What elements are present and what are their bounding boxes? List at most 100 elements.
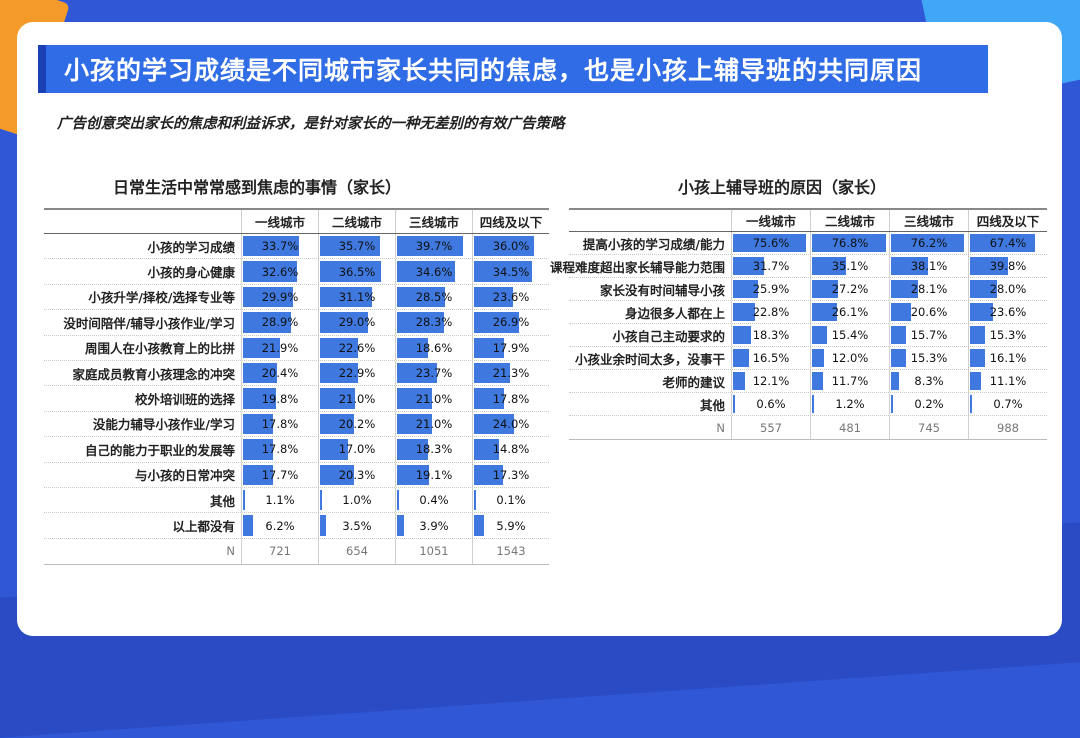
data-label: 28.3% [415,315,453,330]
data-bar [891,280,919,298]
data-bar [812,303,838,321]
data-label: 6.2% [265,518,295,533]
data-cell: 25.9% [731,278,810,300]
data-cell: 21.0% [318,386,395,411]
data-cell: 28.0% [968,278,1047,300]
data-bar [320,261,381,282]
column-header: 二线城市 [318,210,395,233]
data-label: 18.6% [415,340,453,355]
data-cell: 0.2% [889,393,968,415]
data-cell: 28.5% [395,284,472,310]
data-bar [397,236,464,257]
data-cell: 21.0% [395,386,472,411]
data-bar [733,372,745,390]
data-cell: 5.9% [472,513,549,538]
data-label: 23.6% [492,289,530,304]
data-bar [812,349,824,367]
data-label: 75.6% [752,236,790,250]
data-cell: 18.6% [395,335,472,360]
data-bar [397,515,404,536]
data-label: 15.3% [910,351,948,365]
data-cell: 18.3% [731,324,810,346]
data-cell: 33.7% [241,234,318,259]
data-label: 22.8% [752,305,790,319]
data-cell: 21.3% [472,361,549,386]
row-label: 周围人在小孩教育上的比拼 [84,341,235,357]
title-bar: 小孩的学习成绩是不同城市家长共同的焦虑，也是小孩上辅导班的共同原因 [38,45,988,93]
table-row: 小孩升学/择校/选择专业等 29.9% 31.1% 28.5% 23.6% [44,284,549,311]
data-label: 23.6% [989,305,1027,319]
row-label: 家庭成员教育小孩理念的冲突 [72,366,235,382]
data-bar [243,337,280,358]
data-cell: 8.3% [889,370,968,392]
data-label: 76.2% [910,236,948,250]
data-bar [397,413,432,435]
data-bar [733,349,749,367]
data-label: 20.2% [338,416,376,431]
row-label: 家长没有时间辅导小孩 [599,282,725,298]
data-cell: 28.3% [395,310,472,335]
data-label: 1.2% [835,397,865,411]
data-label: 11.1% [989,374,1027,388]
data-cell: 0.7% [968,393,1047,415]
data-label: 21.0% [338,391,376,406]
data-bar [320,490,322,511]
data-cell: 18.3% [395,437,472,462]
data-label: 17.8% [261,416,299,431]
data-cell: 12.1% [731,370,810,392]
data-cell: 17.7% [241,462,318,487]
data-bar [474,490,476,511]
row-label: 自己的能力于职业的发展等 [84,442,235,458]
data-bar [474,439,499,460]
row-label: 其他 [699,397,725,413]
data-label: 31.7% [752,259,790,273]
data-bar [320,515,326,536]
data-bar [891,257,928,275]
data-bar [891,395,893,413]
row-label: 小孩的学习成绩 [147,239,235,255]
data-cell: 32.6% [241,259,318,284]
row-label: 小孩的身心健康 [147,265,235,281]
sample-size-value: 745 [889,416,968,439]
data-cell: 36.5% [318,259,395,284]
data-bar [970,395,972,413]
data-label: 23.7% [415,366,453,381]
data-bar [320,439,349,460]
data-bar [320,363,359,384]
sample-size-label: N [226,544,235,559]
sample-size-value: 721 [241,538,318,565]
column-header: 四线及以下 [472,210,549,233]
slide-card: 小孩的学习成绩是不同城市家长共同的焦虑，也是小孩上辅导班的共同原因 广告创意突出… [17,22,1062,636]
data-label: 35.1% [831,259,869,273]
data-label: 26.9% [492,315,530,330]
data-label: 20.4% [261,366,299,381]
column-header: 二线城市 [810,210,889,231]
data-cell: 20.6% [889,301,968,323]
data-bar [320,337,358,358]
data-bar [733,280,758,298]
data-cell: 19.1% [395,462,472,487]
data-cell: 17.8% [472,386,549,411]
data-label: 1.1% [265,493,295,508]
data-bar [474,515,484,536]
data-cell: 15.3% [968,324,1047,346]
data-cell: 28.1% [889,278,968,300]
data-bar [243,490,245,511]
data-cell: 36.0% [472,234,549,259]
data-bar [891,349,906,367]
table-row: 没时间陪伴/辅导小孩作业/学习 28.9% 29.0% 28.3% 26.9% [44,310,549,336]
data-cell: 19.8% [241,386,318,411]
data-cell: 15.7% [889,324,968,346]
data-label: 18.3% [752,328,790,342]
data-cell: 6.2% [241,513,318,538]
data-bar [397,337,428,358]
data-cell: 35.7% [318,234,395,259]
data-bar [320,413,354,435]
data-cell: 23.6% [968,301,1047,323]
data-cell: 20.3% [318,462,395,487]
row-label: 课程难度超出家长辅导能力范围 [549,259,725,275]
data-cell: 24.0% [472,411,549,437]
data-cell: 16.1% [968,347,1047,369]
row-label: 小孩自己主动要求的 [612,328,725,344]
data-cell: 0.1% [472,488,549,513]
